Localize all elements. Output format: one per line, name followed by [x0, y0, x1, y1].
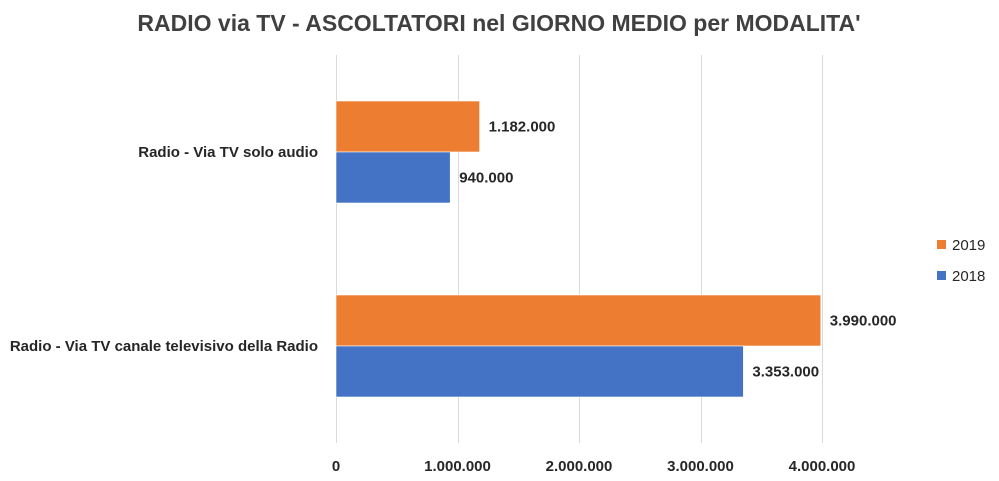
category-label: Radio - Via TV canale televisivo della R…: [10, 338, 318, 355]
legend: 2019 2018: [937, 237, 985, 285]
data-labels: 1.182.000 940.000 3.990.000 3.353.000: [459, 119, 896, 381]
data-label: 3.353.000: [752, 364, 819, 381]
legend-label: 2019: [952, 237, 985, 254]
data-label: 1.182.000: [489, 119, 556, 136]
bar-2018-0: [335, 151, 451, 204]
category-labels: Radio - Via TV solo audio Radio - Via TV …: [10, 144, 318, 355]
x-tick-label: 0: [332, 458, 340, 475]
legend-label: 2018: [952, 268, 985, 285]
legend-swatch-2018: [937, 271, 946, 280]
bar-2019-1: [335, 294, 822, 347]
x-axis-tick-labels: 0 1.000.000 2.000.000 3.000.000 4.000.000: [332, 458, 856, 475]
x-tick-label: 4.000.000: [789, 458, 856, 475]
category-label: Radio - Via TV solo audio: [138, 144, 318, 161]
chart-title: RADIO via TV - ASCOLTATORI nel GIORNO ME…: [137, 10, 860, 36]
bar-2018-1: [335, 345, 744, 398]
x-tick-label: 2.000.000: [546, 458, 613, 475]
data-label: 940.000: [459, 170, 513, 187]
bars: [335, 100, 822, 398]
legend-swatch-2019: [937, 240, 946, 249]
x-tick-label: 1.000.000: [424, 458, 491, 475]
data-label: 3.990.000: [830, 313, 897, 330]
bar-2019-0: [335, 100, 480, 153]
x-tick-label: 3.000.000: [667, 458, 734, 475]
